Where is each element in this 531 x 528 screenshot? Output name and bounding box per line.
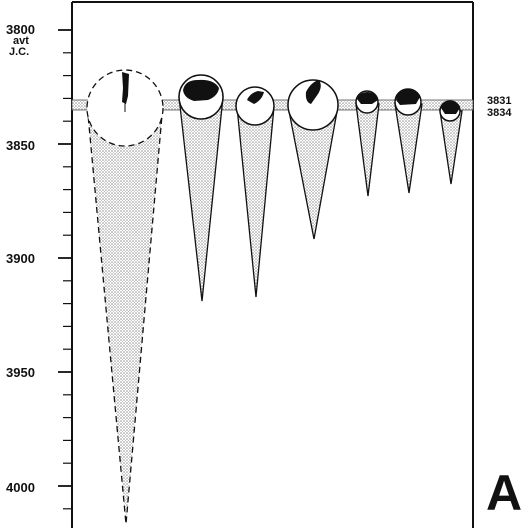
cone-6-body <box>394 103 423 194</box>
cone-3-mark <box>247 91 264 104</box>
cone-5-mark <box>357 92 378 104</box>
cone-6 <box>394 88 423 194</box>
cone-1-mark <box>122 72 129 104</box>
cone-1 <box>86 69 164 525</box>
axis-tick-label-3950: 3950 <box>6 365 35 380</box>
cone-3-body <box>236 106 275 298</box>
cone-3-circle <box>235 86 275 126</box>
cone-1-body <box>86 103 164 525</box>
cone-5-body <box>355 103 380 197</box>
axis-ticks <box>58 29 72 510</box>
cone-4-mark <box>305 80 321 104</box>
panel-letter: A <box>486 465 522 521</box>
axis-tick-label-4000: 4000 <box>6 480 35 495</box>
cone-2-mark <box>183 79 219 101</box>
cone-7-mark <box>441 101 460 114</box>
axis-unit-line2: J.C. <box>9 46 29 58</box>
cone-4 <box>287 79 339 240</box>
axis-top-label: 3800 <box>6 22 35 37</box>
cone-4-circle <box>287 79 339 131</box>
cone-5 <box>355 90 380 197</box>
cone-2-body <box>178 96 224 302</box>
cone-7 <box>439 100 463 185</box>
axis-tick-label-3850: 3850 <box>6 138 35 153</box>
cone-3 <box>235 86 275 298</box>
axis-unit-line1: avt <box>13 35 29 47</box>
cone-2 <box>178 74 224 302</box>
axis-tick-label-3900: 3900 <box>6 251 35 266</box>
band-label-bottom: 3834 <box>487 107 512 119</box>
cone-7-body <box>439 110 463 185</box>
cone-6-mark <box>396 89 420 105</box>
band-label-top: 3831 <box>487 95 511 107</box>
